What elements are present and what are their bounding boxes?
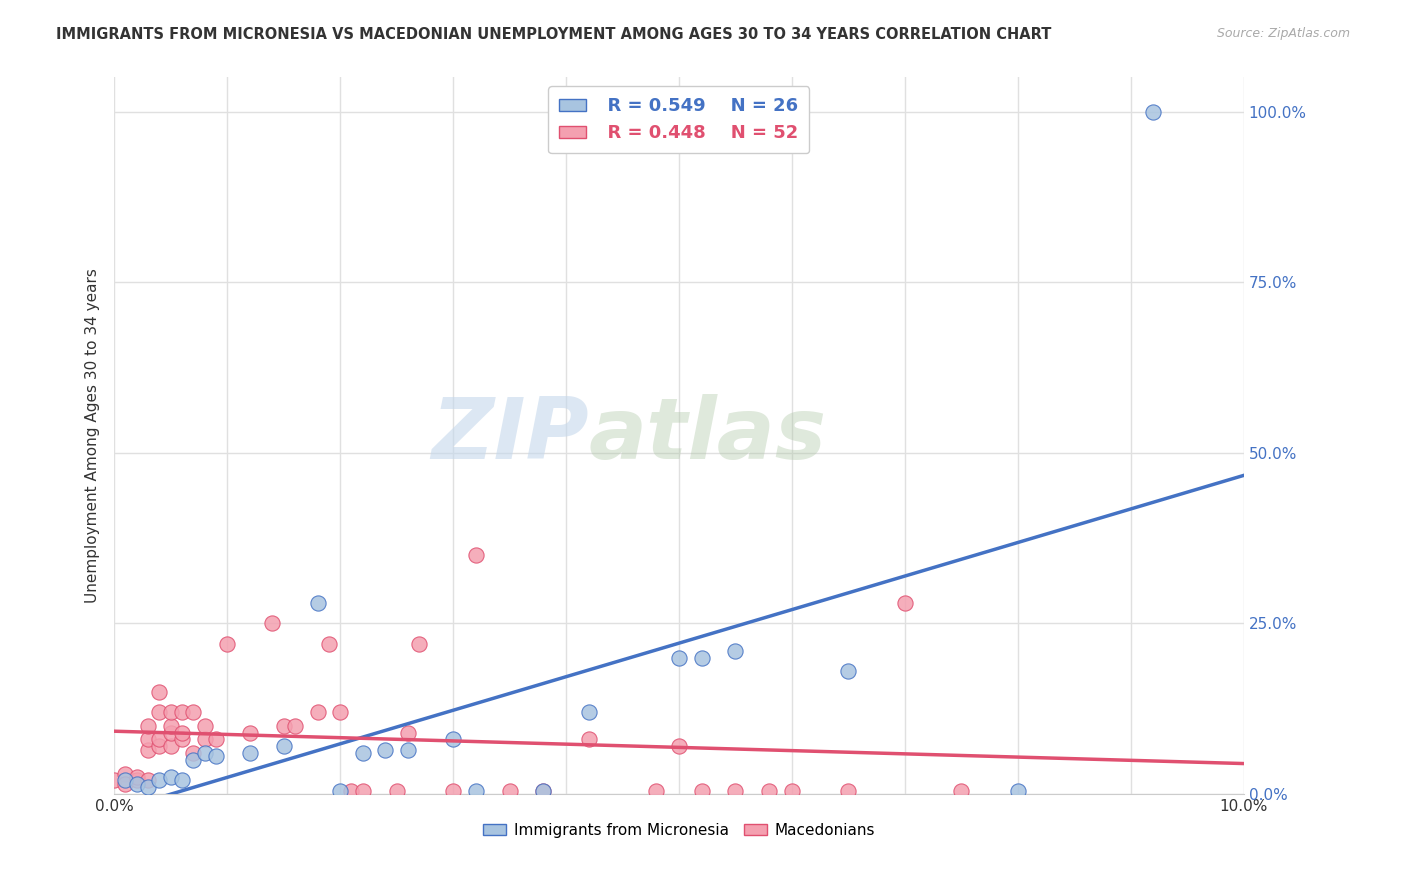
- Point: [148, 773, 170, 788]
- Point: [352, 746, 374, 760]
- Point: [307, 596, 329, 610]
- Point: [205, 749, 228, 764]
- Point: [837, 664, 859, 678]
- Point: [758, 783, 780, 797]
- Point: [103, 773, 125, 788]
- Point: [239, 725, 262, 739]
- Point: [148, 684, 170, 698]
- Point: [217, 637, 239, 651]
- Point: [159, 705, 181, 719]
- Text: atlas: atlas: [589, 394, 827, 477]
- Point: [780, 783, 803, 797]
- Point: [136, 732, 159, 747]
- Point: [724, 643, 747, 657]
- Point: [329, 705, 352, 719]
- Point: [352, 783, 374, 797]
- Point: [125, 770, 148, 784]
- Point: [170, 773, 193, 788]
- Point: [136, 719, 159, 733]
- Point: [396, 725, 419, 739]
- Point: [385, 783, 408, 797]
- Point: [396, 742, 419, 756]
- Point: [148, 732, 170, 747]
- Point: [181, 753, 204, 767]
- Point: [441, 732, 464, 747]
- Point: [690, 650, 713, 665]
- Point: [374, 742, 396, 756]
- Point: [464, 783, 486, 797]
- Point: [533, 783, 555, 797]
- Point: [464, 548, 486, 562]
- Legend: Immigrants from Micronesia, Macedonians: Immigrants from Micronesia, Macedonians: [477, 816, 882, 844]
- Point: [125, 777, 148, 791]
- Point: [690, 783, 713, 797]
- Point: [894, 596, 917, 610]
- Point: [239, 746, 262, 760]
- Point: [318, 637, 340, 651]
- Point: [159, 719, 181, 733]
- Point: [193, 732, 215, 747]
- Point: [170, 732, 193, 747]
- Point: [136, 773, 159, 788]
- Point: [273, 719, 295, 733]
- Point: [159, 725, 181, 739]
- Point: [205, 732, 228, 747]
- Point: [578, 705, 600, 719]
- Point: [181, 746, 204, 760]
- Text: Source: ZipAtlas.com: Source: ZipAtlas.com: [1216, 27, 1350, 40]
- Point: [498, 783, 520, 797]
- Point: [193, 719, 215, 733]
- Point: [1142, 104, 1164, 119]
- Point: [262, 616, 284, 631]
- Y-axis label: Unemployment Among Ages 30 to 34 years: Unemployment Among Ages 30 to 34 years: [86, 268, 100, 603]
- Point: [159, 770, 181, 784]
- Point: [136, 742, 159, 756]
- Point: [159, 739, 181, 754]
- Point: [668, 650, 690, 665]
- Point: [181, 705, 204, 719]
- Point: [193, 746, 215, 760]
- Point: [273, 739, 295, 754]
- Point: [533, 783, 555, 797]
- Point: [114, 773, 136, 788]
- Point: [170, 705, 193, 719]
- Point: [114, 766, 136, 780]
- Point: [837, 783, 859, 797]
- Point: [645, 783, 668, 797]
- Point: [284, 719, 307, 733]
- Point: [950, 783, 973, 797]
- Point: [307, 705, 329, 719]
- Point: [170, 725, 193, 739]
- Point: [329, 783, 352, 797]
- Point: [408, 637, 430, 651]
- Point: [148, 739, 170, 754]
- Point: [136, 780, 159, 794]
- Point: [1007, 783, 1029, 797]
- Text: ZIP: ZIP: [432, 394, 589, 477]
- Point: [441, 783, 464, 797]
- Point: [125, 773, 148, 788]
- Point: [114, 777, 136, 791]
- Point: [668, 739, 690, 754]
- Point: [148, 705, 170, 719]
- Text: IMMIGRANTS FROM MICRONESIA VS MACEDONIAN UNEMPLOYMENT AMONG AGES 30 TO 34 YEARS : IMMIGRANTS FROM MICRONESIA VS MACEDONIAN…: [56, 27, 1052, 42]
- Point: [578, 732, 600, 747]
- Point: [724, 783, 747, 797]
- Point: [340, 783, 363, 797]
